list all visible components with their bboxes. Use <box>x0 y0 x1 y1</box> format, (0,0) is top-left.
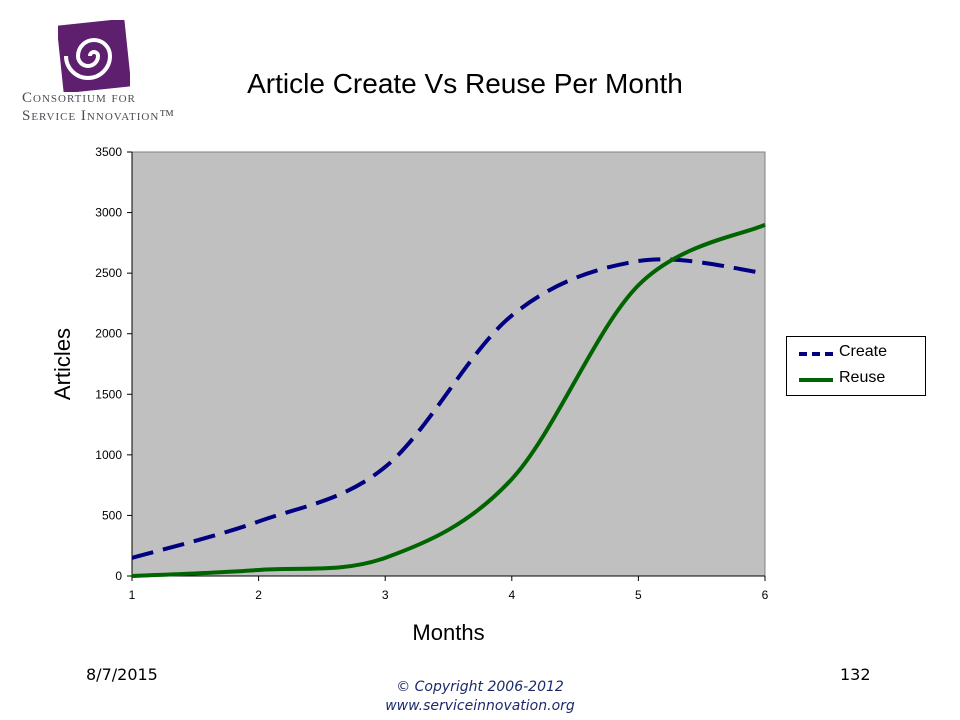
copyright-notice: © Copyright 2006-2012 www.serviceinnovat… <box>330 678 630 716</box>
y-tick-label: 500 <box>102 508 122 522</box>
logo-mark-icon <box>58 20 130 92</box>
series-line-create <box>131 257 766 560</box>
logo-text-line1: Consortium for <box>22 90 136 106</box>
x-tick-label: 2 <box>255 588 262 602</box>
x-tick-label: 4 <box>508 588 515 602</box>
y-tick-label: 0 <box>115 569 122 583</box>
legend-label-reuse: Reuse <box>839 369 886 386</box>
y-tick-label: 2000 <box>95 327 122 341</box>
y-axis-label: Articles <box>50 328 75 400</box>
footer-date: 8/7/2015 <box>86 665 158 684</box>
x-axis-label: Months <box>412 620 484 645</box>
page-number: 132 <box>840 665 871 684</box>
copyright-url: www.serviceinnovation.org <box>385 698 575 714</box>
legend-swatch-create <box>799 352 833 356</box>
plot-area <box>131 151 766 577</box>
y-tick-label: 2500 <box>95 266 122 280</box>
consortium-logo: Consortium for Service Innovation™ <box>10 20 174 130</box>
chart-title: Article Create Vs Reuse Per Month <box>247 68 683 99</box>
x-tick-label: 3 <box>382 588 389 602</box>
y-tick-label: 1000 <box>95 448 122 462</box>
legend-label-create: Create <box>839 343 888 360</box>
x-tick-label: 1 <box>129 588 136 602</box>
series-line-reuse <box>131 222 766 578</box>
legend-swatch-reuse <box>799 378 833 382</box>
logo-text-line2: Service Innovation™ <box>22 108 175 124</box>
x-tick-label: 5 <box>635 588 642 602</box>
chart-legend: Create Reuse <box>786 336 926 396</box>
y-tick-label: 3500 <box>95 145 122 159</box>
y-tick-label: 1500 <box>95 387 122 401</box>
y-tick-label: 3000 <box>95 206 122 220</box>
x-tick-label: 6 <box>762 588 769 602</box>
copyright-text: © Copyright 2006-2012 <box>396 679 564 695</box>
